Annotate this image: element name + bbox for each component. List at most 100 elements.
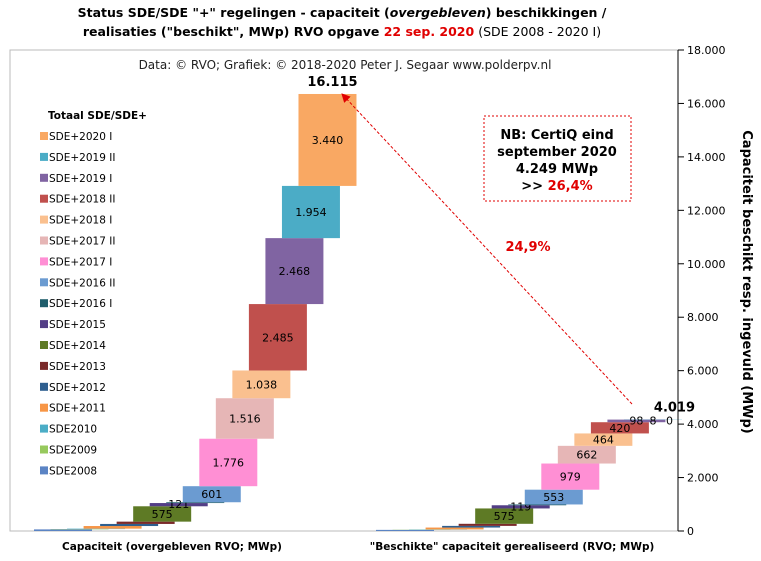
x-label-capaciteit: Capaciteit (overgebleven RVO; MWp): [62, 541, 282, 553]
legend-swatch-7: [40, 320, 48, 329]
bar-label-s0-12: 1.038: [246, 378, 278, 391]
legend-label-14: SDE+2019 I: [49, 173, 112, 185]
y-tick-label-2: 4.000: [687, 418, 719, 431]
certiq-box-line-3: >> 26,4%: [521, 179, 592, 194]
legend-swatch-9: [40, 278, 48, 287]
legend-label-8: SDE+2016 I: [49, 298, 112, 310]
certiq-box-line-1: september 2020: [497, 145, 617, 160]
x-label-beschikte: "Beschikte" capaciteit gerealiseerd (RVO…: [370, 541, 655, 553]
bar-s1-14: [607, 419, 666, 423]
bar-s1-6: [475, 508, 534, 524]
bar-s1-10: [541, 463, 600, 490]
bar-s1-13: [590, 422, 649, 434]
legend-swatch-8: [40, 299, 48, 308]
y-tick-label-3: 6.000: [687, 365, 719, 378]
bar-label-s0-14: 2.468: [279, 265, 311, 278]
legend-title: Totaal SDE/SDE+: [48, 110, 147, 122]
legend-label-9: SDE+2016 II: [49, 277, 115, 289]
bar-label-s0-9: 601: [201, 488, 222, 501]
certiq-box-line-0: NB: CertiQ eind: [500, 128, 613, 143]
bar-s0-13: [248, 304, 307, 371]
legend-swatch-15: [40, 152, 48, 161]
legend-label-7: SDE+2015: [49, 319, 106, 331]
title-line-2: realisaties ("beschikt", MWp) RVO opgave…: [83, 24, 601, 39]
legend-label-15: SDE+2019 II: [49, 152, 115, 164]
legend-label-16: SDE+2020 I: [49, 131, 112, 143]
bar-s1-3: [425, 527, 484, 530]
bar-label-s1-9: 553: [543, 491, 564, 504]
legend-swatch-13: [40, 194, 48, 203]
bar-s0-10: [199, 438, 258, 487]
legend-swatch-1: [40, 445, 48, 454]
x-axis-labels: Capaciteit (overgebleven RVO; MWp) "Besch…: [62, 541, 654, 553]
legend-swatch-0: [40, 466, 48, 475]
bar-s0-9: [182, 486, 241, 503]
bar-s1-0: [376, 529, 434, 531]
legend-label-4: SDE+2012: [49, 382, 106, 394]
bar-s0-16: [298, 93, 357, 186]
bar-s0-15: [281, 185, 340, 239]
y-axis: 0 2.000 4.000 6.000 8.000 10.000 12.000 14.000 1…: [677, 44, 726, 538]
bar-s0-6: [133, 506, 192, 522]
chart-title: Status SDE/SDE "+" regelingen - capacite…: [78, 5, 607, 39]
certiq-box-pct: 26,4%: [548, 179, 593, 194]
legend-swatch-16: [40, 132, 48, 140]
bar-label-s1-6: 575: [494, 510, 515, 523]
title-line-1: Status SDE/SDE "+" regelingen - capacite…: [78, 5, 607, 20]
bar-label-s1-10: 979: [560, 471, 581, 484]
bar-s1-11: [557, 445, 616, 464]
legend-label-1: SDE2009: [49, 445, 97, 457]
y-tick-label-8: 16.000: [687, 97, 726, 110]
bar-label-s1-16: 0: [666, 414, 673, 427]
bar-s1-12: [574, 433, 633, 446]
bar-s0-3: [83, 526, 142, 529]
title-line-2-part-0: realisaties ("beschikt", MWp) RVO opgave: [83, 24, 384, 39]
legend-swatch-6: [40, 341, 48, 349]
y-tick-label-4: 8.000: [687, 311, 719, 324]
bar-s0-4: [100, 523, 159, 527]
title-line-1-part-1: overgebleven: [390, 5, 486, 20]
y-tick-label-5: 10.000: [687, 258, 726, 271]
bar-label-s1-12: 464: [593, 434, 614, 447]
title-line-1-part-2: ) beschikkingen /: [486, 5, 607, 20]
bar-s0-14: [265, 238, 324, 305]
bar-s1-5: [458, 523, 517, 526]
title-line-1-part-0: Status SDE/SDE "+" regelingen - capacite…: [78, 5, 390, 20]
legend-swatch-14: [40, 173, 48, 182]
bar-s0-7: [149, 503, 208, 507]
legend-swatch-3: [40, 403, 48, 412]
bar-label-s0-11: 1.516: [229, 412, 261, 425]
arrow-percentage: 24,9%: [505, 240, 550, 255]
y-tick-label-6: 12.000: [687, 204, 726, 217]
legend-label-6: SDE+2014: [49, 340, 106, 352]
legend-label-12: SDE+2018 I: [49, 215, 112, 227]
bar-s1-4: [442, 525, 501, 528]
legend-swatch-4: [40, 382, 48, 391]
annotations: 24,9% NB: CertiQ eind september 2020 4.249 …: [341, 93, 633, 405]
y-tick-label-7: 14.000: [687, 151, 726, 164]
certiq-box-prefix: >>: [521, 179, 547, 194]
legend-label-3: SDE+2011: [49, 403, 106, 415]
bar-label-s0-6: 575: [152, 508, 173, 521]
bar-s1-7: [491, 505, 550, 509]
legend-label-5: SDE+2013: [49, 361, 106, 373]
bar-s0-11: [215, 398, 274, 439]
certiq-box-line-2: 4.249 MWp: [516, 162, 598, 177]
certiq-box: [483, 115, 632, 202]
bar-s1-9: [524, 489, 583, 505]
y-tick-label-0: 0: [687, 525, 694, 538]
total-label-s1: 4.019: [654, 400, 695, 415]
legend-label-11: SDE+2017 II: [49, 236, 115, 248]
total-label-s0: 16.115: [307, 75, 357, 90]
legend-label-0: SDE2008: [49, 465, 97, 477]
legend-label-10: SDE+2017 I: [49, 256, 112, 268]
credit-text: Data: © RVO; Grafiek: © 2018-2020 Peter …: [139, 58, 552, 72]
bar-label-s0-10: 1.776: [213, 456, 245, 469]
legend-swatch-10: [40, 257, 48, 266]
bar-label-s0-16: 3.440: [312, 134, 344, 147]
title-line-2-part-2: (SDE 2008 - 2020 I): [474, 24, 601, 39]
bar-s0-0: [34, 529, 92, 531]
y-axis-label: Capaciteit beschikt resp. ingevuld (MWp): [739, 130, 754, 434]
bar-s0-12: [232, 370, 291, 399]
